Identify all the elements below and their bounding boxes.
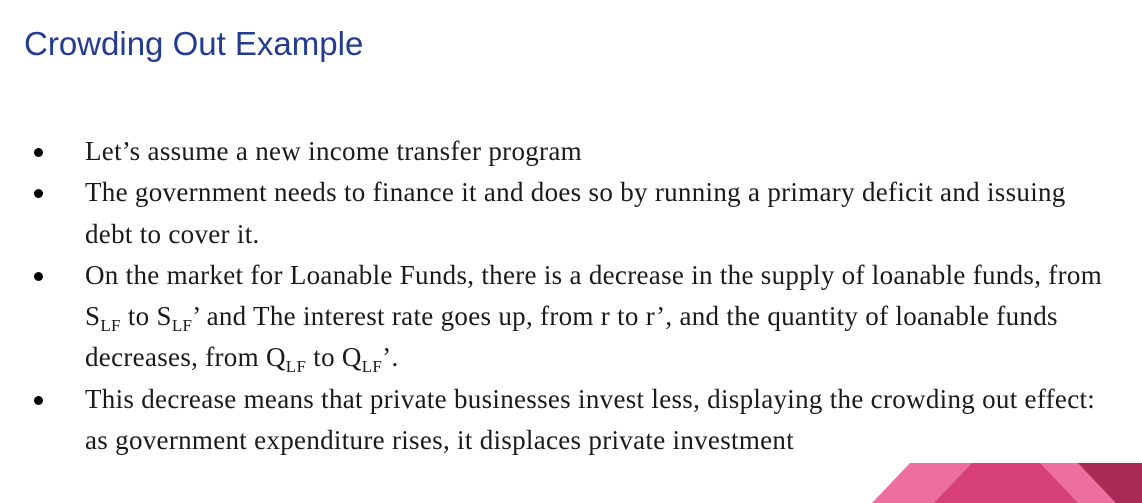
subscript-lf: LF — [100, 316, 121, 336]
decor-shape-right — [1078, 463, 1142, 503]
bullet-text: This decrease means that private busines… — [85, 383, 1096, 456]
bullet-item-4: This decrease means that private busines… — [0, 379, 1142, 462]
bullet-text: The government needs to finance it and d… — [85, 177, 1066, 249]
subscript-lf: LF — [285, 357, 307, 377]
bullet-item-2: The government needs to finance it and d… — [0, 172, 1142, 255]
corner-decoration — [872, 463, 1142, 503]
bullet-list: Let’s assume a new income transfer progr… — [0, 131, 1142, 461]
bullet-item-1: Let’s assume a new income transfer progr… — [0, 131, 1142, 172]
bullet-dot-icon — [34, 395, 43, 405]
bullet-text-part: ’. — [382, 342, 399, 373]
bullet-item-3: On the market for Loanable Funds, there … — [0, 255, 1142, 379]
bullet-text: Let’s assume a new income transfer progr… — [85, 136, 582, 166]
decor-shape-dark — [1040, 463, 1116, 503]
subscript-lf: LF — [361, 357, 383, 377]
bullet-text-part: to S — [120, 301, 172, 332]
bullet-dot-icon — [34, 148, 43, 157]
slide-title: Crowding Out Example — [24, 25, 364, 62]
bullet-text-part: On the market for Loanable Funds, there … — [85, 259, 1102, 332]
bullet-text-part: ’ and The interest rate goes up, from r … — [85, 301, 1058, 373]
bullet-dot-icon — [34, 189, 43, 199]
subscript-lf: LF — [171, 316, 193, 336]
bullet-dot-icon — [34, 271, 43, 281]
bullet-text-part: to Q — [306, 342, 362, 373]
